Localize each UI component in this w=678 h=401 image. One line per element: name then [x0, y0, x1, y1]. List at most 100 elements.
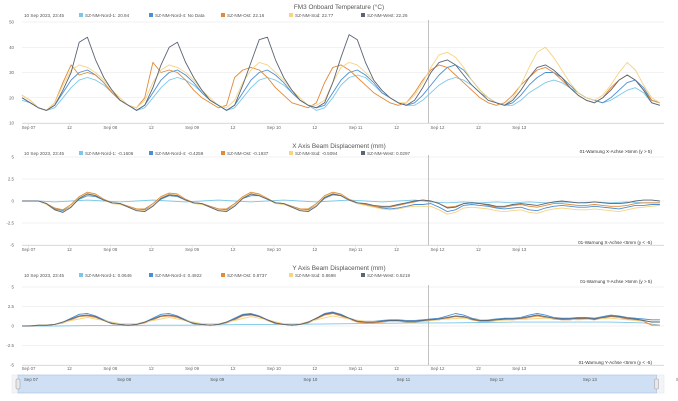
legend-item[interactable]: SZ-NM-Ost: 0.8737: [221, 273, 267, 278]
x-tick-label: 12: [67, 247, 72, 252]
legend-swatch: [361, 13, 365, 17]
x-tick-label: 12: [312, 366, 317, 371]
x-tick-label: Sep 13: [512, 247, 526, 252]
navigator-label: Sep 12: [490, 377, 504, 382]
x-tick-label: Sep 12: [430, 366, 444, 371]
legend-label: SZ-NM-Ost: 22.16: [227, 13, 265, 18]
legend-swatch: [149, 273, 153, 277]
legend-swatch: [289, 273, 293, 277]
legend-swatch: [79, 13, 83, 17]
legend-swatch: [289, 13, 293, 17]
legend-label: SZ-NM-West: 0.0297: [367, 151, 411, 156]
x-tick-label: Sep 13: [512, 125, 526, 130]
y-tick-label: 50: [9, 20, 14, 25]
legend-label: SZ-NM-Nord-1: 0.0646: [85, 273, 132, 278]
legend-label: SZ-NM-Ost: -0.1937: [227, 151, 269, 156]
series-line[interactable]: [22, 321, 660, 327]
legend-item[interactable]: SZ-NM-Süd: 22.77: [289, 13, 334, 18]
legend-item[interactable]: SZ-NM-Süd: -0.5094: [289, 151, 338, 156]
series-line[interactable]: [22, 193, 660, 213]
legend-label: SZ-NM-Nord-4: 0.4922: [155, 273, 202, 278]
y-tick-label: -5: [10, 363, 14, 368]
legend-item[interactable]: SZ-NM-Nord-1: 0.0646: [79, 273, 132, 278]
y-tick-label: 0: [12, 199, 15, 204]
legend-swatch: [149, 13, 153, 17]
legend-swatch: [79, 151, 83, 155]
x-tick-label: Sep 11: [349, 247, 363, 252]
warning-upper-label: 01-Warnung Y-Achse >5mm (y > 5): [580, 279, 652, 284]
y-tick-label: 2.5: [8, 304, 15, 309]
navigator-label: Sep 11: [397, 377, 411, 382]
x-tick-label: Sep 12: [430, 125, 444, 130]
legend-item[interactable]: SZ-NM-Nord-4: No Data: [149, 13, 205, 18]
warning-upper-label: 01-Warnung X-Achse >5mm (y > 5): [580, 149, 653, 154]
x-tick-label: 12: [394, 125, 399, 130]
legend-item[interactable]: SZ-NM-Ost: -0.1937: [221, 151, 269, 156]
legend-item[interactable]: SZ-NM-West: 0.5219: [361, 273, 411, 278]
x-tick-label: Sep 07: [22, 125, 36, 130]
temperature-chart[interactable]: FM3 Onboard Temperature (°C) 10 Sep 2023,…: [9, 3, 664, 130]
legend-swatch: [149, 151, 153, 155]
x-tick-label: 12: [149, 125, 154, 130]
legend-label: SZ-NM-Süd: 22.77: [295, 13, 334, 18]
legend-label: SZ-NM-Nord-4: -0.4259: [155, 151, 204, 156]
legend-swatch: [289, 151, 293, 155]
x-tick-label: 12: [476, 125, 481, 130]
x-tick-label: 12: [476, 366, 481, 371]
legend-swatch: [79, 273, 83, 277]
navigator-label: Sep 07: [24, 377, 38, 382]
x-tick-label: 12: [231, 125, 236, 130]
legend-label: SZ-NM-Ost: 0.8737: [227, 273, 267, 278]
x-tick-label: 12: [231, 366, 236, 371]
series-line[interactable]: [21, 61, 661, 111]
legend-item[interactable]: SZ-NM-West: 0.0297: [361, 151, 411, 156]
navigator-label: Sep 13: [583, 377, 597, 382]
legend-item[interactable]: SZ-NM-Ost: 22.16: [221, 13, 265, 18]
navigator-handle-right[interactable]: [654, 378, 659, 390]
series-line[interactable]: [21, 64, 661, 111]
legend-item[interactable]: SZ-NM-Nord-4: -0.4259: [149, 151, 204, 156]
y-displacement-chart[interactable]: Y Axis Beam Displacement (mm) 10 Sep 2023…: [6, 265, 664, 371]
y-tick-label: 5: [12, 155, 15, 160]
navigator-label: Sep 10: [303, 377, 317, 382]
legend-label: SZ-NM-Süd: 0.8698: [295, 273, 336, 278]
series-line[interactable]: [21, 34, 661, 111]
x-tick-label: 12: [67, 125, 72, 130]
legend-item[interactable]: SZ-NM-Nord-1: 20.94: [79, 13, 130, 18]
x-tick-label: Sep 11: [349, 366, 363, 371]
x-displacement-chart[interactable]: X Axis Beam Displacement (mm) 10 Sep 2023…: [6, 143, 664, 252]
chart-timestamp: 10 Sep 2023, 23:45: [24, 273, 65, 278]
x-tick-label: Sep 07: [22, 247, 36, 252]
x-tick-label: Sep 12: [430, 247, 444, 252]
legend-item[interactable]: SZ-NM-Süd: 0.8698: [289, 273, 336, 278]
series-line[interactable]: [22, 191, 660, 211]
legend-swatch: [361, 151, 365, 155]
x-tick-label: 12: [149, 366, 154, 371]
legend-swatch: [361, 273, 365, 277]
x-tick-label: Sep 10: [267, 125, 281, 130]
y-tick-label: 20: [9, 95, 14, 100]
y-tick-label: 5: [12, 285, 15, 290]
legend-label: SZ-NM-West: 0.5219: [367, 273, 411, 278]
x-tick-label: Sep 08: [103, 125, 117, 130]
legend-item[interactable]: SZ-NM-Nord-4: 0.4922: [149, 273, 202, 278]
navigator-selection[interactable]: [17, 374, 657, 394]
y-tick-label: 40: [9, 45, 14, 50]
y-tick-label: -2.5: [6, 343, 14, 348]
series-line[interactable]: [22, 312, 660, 327]
x-tick-label: Sep 10: [267, 366, 281, 371]
x-tick-label: Sep 07: [22, 366, 36, 371]
range-navigator[interactable]: Sep 07 Sep 08 Sep 09 Sep 10 Sep 11 Sep 12 Sep …: [11, 374, 678, 394]
x-tick-label: 12: [312, 125, 317, 130]
legend-item[interactable]: SZ-NM-Nord-1: -0.1606: [79, 151, 134, 156]
navigator-handle-left[interactable]: [15, 378, 21, 390]
y-tick-label: 30: [9, 70, 14, 75]
navigator-label: Sep 09: [210, 377, 224, 382]
x-tick-label: Sep 11: [349, 125, 363, 130]
legend-item[interactable]: SZ-NM-West: 22.26: [361, 13, 408, 18]
warning-lower-label: 01-Warnung Y-Achse <5mm (y < -5): [579, 360, 653, 365]
warning-lower-label: 01-Warnung X-Achse <5mm (y < -5): [578, 240, 652, 245]
x-tick-label: Sep 09: [185, 247, 199, 252]
x-tick-label: Sep 09: [185, 125, 199, 130]
